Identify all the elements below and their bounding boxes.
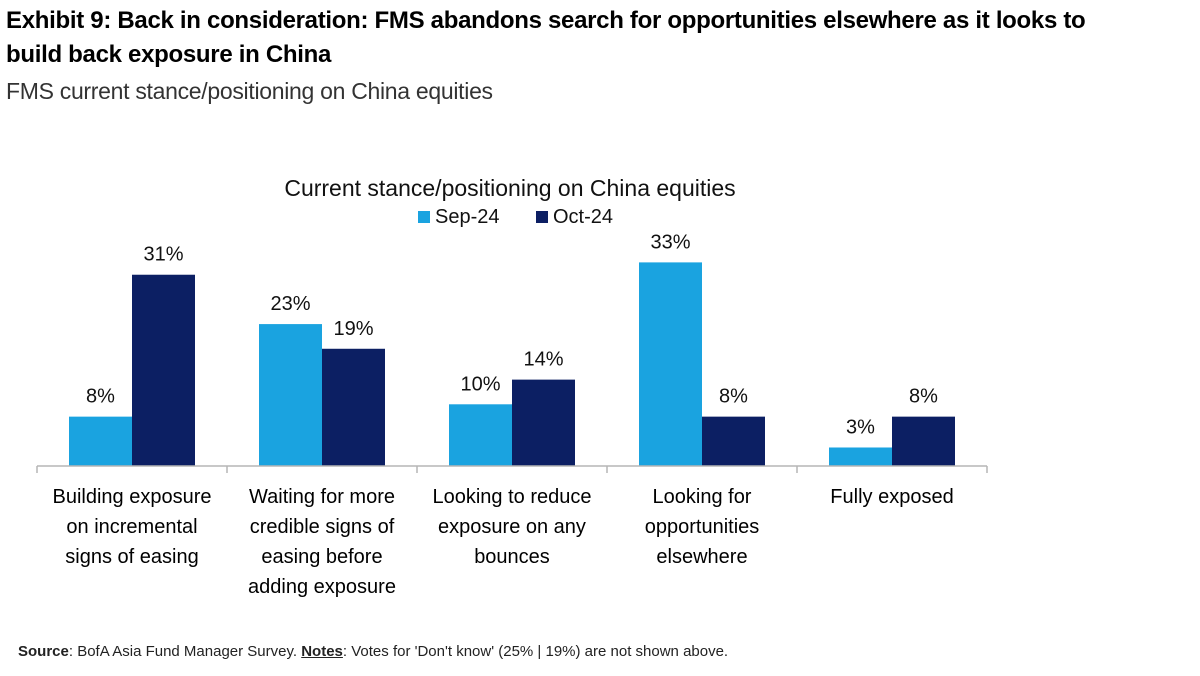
notes-key: Notes: [301, 643, 343, 660]
value-label-Oct-24-4: 8%: [719, 386, 748, 408]
bar-Sep-24-3: [449, 404, 512, 466]
category-label-4: Looking for opportunities elsewhere: [644, 486, 760, 568]
bar-Oct-24-1: [132, 274, 195, 466]
value-label-Oct-24-3: 14%: [523, 349, 563, 371]
notes-text: : Votes for 'Don't know' (25% | 19%) are…: [342, 643, 729, 660]
value-label-Sep-24-3: 10%: [460, 373, 500, 395]
exhibit-subtitle: FMS current stance/positioning on China …: [6, 78, 493, 104]
category-label-2: Waiting for more credible signs of easin…: [248, 486, 396, 598]
category-label-5: Fully exposed: [830, 486, 954, 508]
bar-Oct-24-5: [892, 416, 955, 466]
bar-Sep-24-2: [259, 324, 322, 466]
legend-swatch-Oct-24: [536, 211, 548, 223]
category-label-3: Looking to reduce exposure on any bounce…: [432, 486, 592, 568]
bar-Oct-24-2: [322, 348, 385, 466]
value-label-Sep-24-4: 33%: [650, 231, 690, 253]
legend-swatch-Sep-24: [418, 211, 430, 223]
bar-Sep-24-1: [69, 416, 132, 466]
footer-note: Source: BofA Asia Fund Manager Survey. N…: [18, 643, 728, 660]
value-label-Sep-24-1: 8%: [86, 386, 115, 408]
category-label-1: Building exposure on incremental signs o…: [52, 486, 212, 568]
bar-Oct-24-4: [702, 416, 765, 466]
source-text: : BofA Asia Fund Manager Survey.: [68, 643, 302, 660]
value-label-Sep-24-2: 23%: [270, 293, 310, 315]
exhibit-title: Exhibit 9: Back in consideration: FMS ab…: [6, 7, 1086, 68]
value-label-Oct-24-1: 31%: [143, 244, 183, 266]
bar-Sep-24-4: [639, 262, 702, 466]
value-label-Sep-24-5: 3%: [846, 416, 875, 438]
bar-chart: Current stance/positioning on China equi…: [36, 175, 988, 473]
bar-Sep-24-5: [829, 447, 892, 466]
legend-label-Oct-24: Oct-24: [553, 206, 613, 228]
source-key: Source: [18, 643, 69, 660]
chart-title: Current stance/positioning on China equi…: [284, 175, 735, 201]
value-label-Oct-24-5: 8%: [909, 386, 938, 408]
bar-Oct-24-3: [512, 379, 575, 466]
legend-label-Sep-24: Sep-24: [435, 206, 500, 228]
value-label-Oct-24-2: 19%: [333, 318, 373, 340]
